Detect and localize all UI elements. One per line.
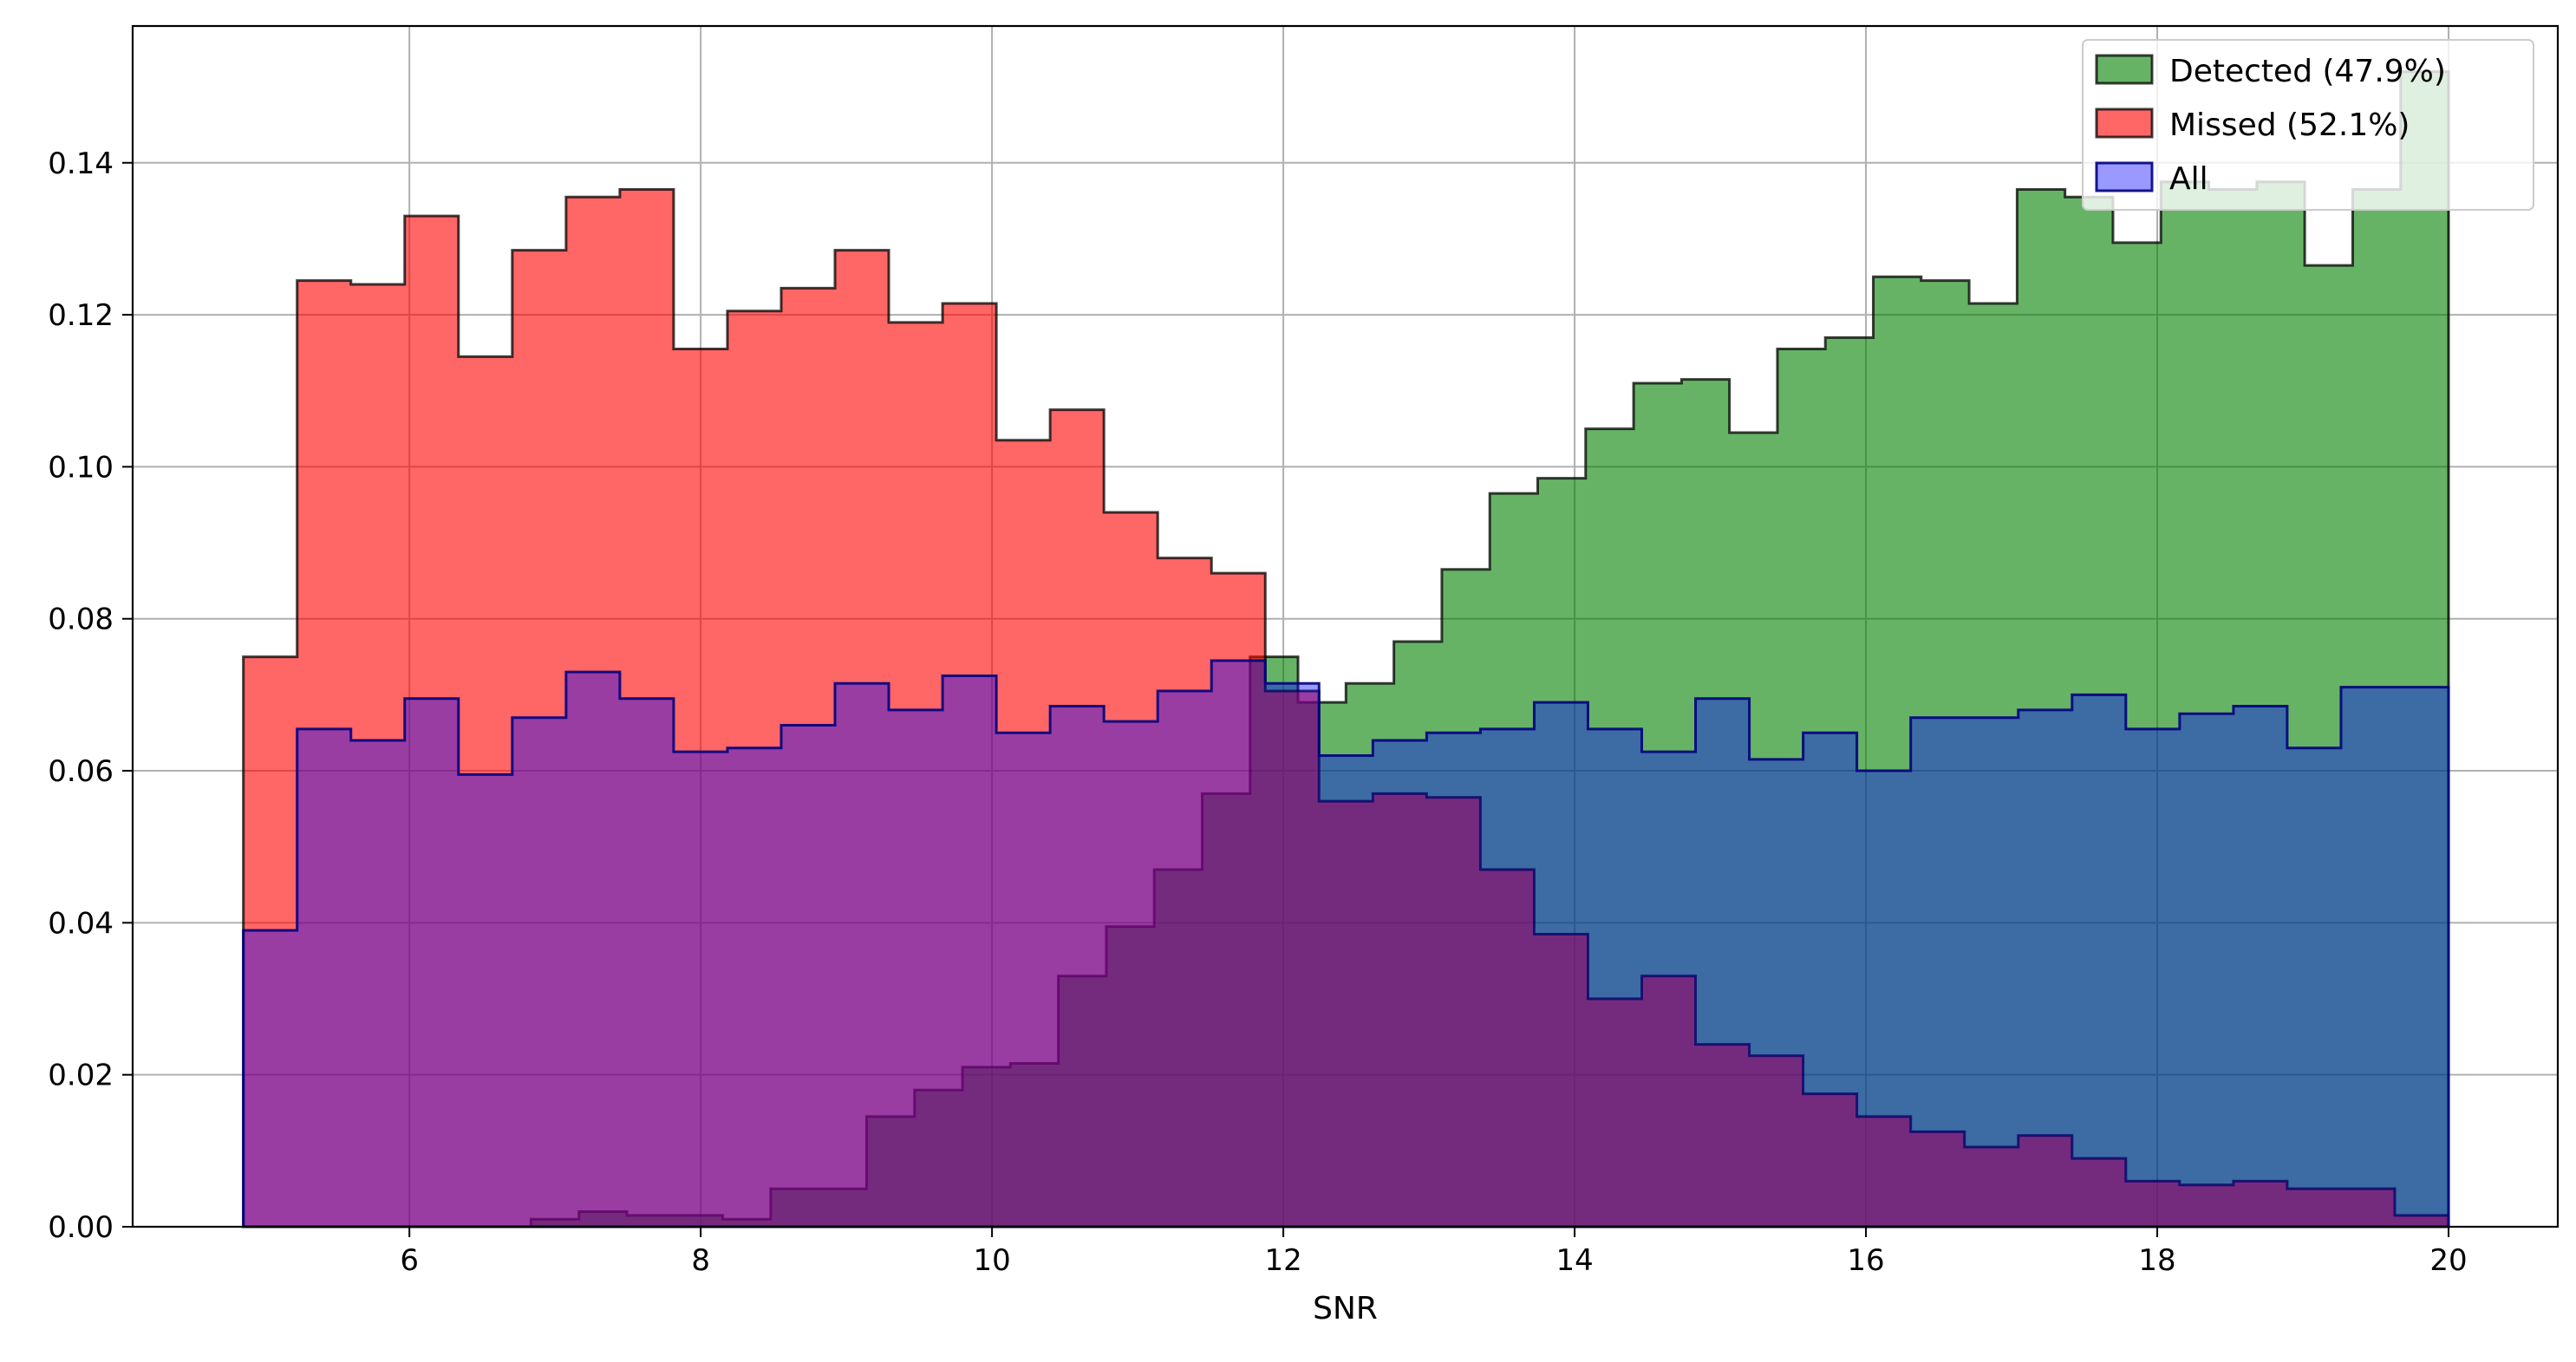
x-tick-label: 12 [1264, 1243, 1301, 1278]
y-tick-label: 0.12 [48, 298, 114, 333]
y-tick-label: 0.08 [48, 603, 114, 637]
y-tick-label: 0.06 [48, 754, 114, 789]
legend-label: Detected (47.9%) [2169, 54, 2446, 89]
y-tick-label: 0.00 [48, 1210, 114, 1245]
x-tick-label: 18 [2138, 1243, 2175, 1278]
x-tick-label: 10 [973, 1243, 1010, 1278]
x-axis-label: SNR [1313, 1291, 1378, 1326]
legend-swatch [2095, 161, 2154, 192]
x-tick-label: 20 [2429, 1243, 2467, 1278]
x-tick-label: 8 [691, 1243, 710, 1278]
x-tick-label: 16 [1847, 1243, 1884, 1278]
y-tick-label: 0.04 [48, 906, 114, 941]
legend-box [2082, 39, 2534, 211]
y-tick-label: 0.02 [48, 1059, 114, 1093]
legend-label: Missed (52.1%) [2169, 108, 2410, 143]
histogram-series [242, 70, 2450, 1228]
histogram-series-all [242, 659, 2450, 1228]
x-tick-label: 6 [400, 1243, 419, 1278]
legend-label: All [2169, 161, 2208, 197]
plot-frame [131, 24, 2560, 1228]
y-tick-label: 0.10 [48, 450, 114, 485]
axis-ticks: 6 8 10 12 14 16 18 20 0.00 0.02 0.04 0.06 0.08 0.10 0.… [48, 147, 2467, 1278]
histogram-series-missed [242, 187, 2450, 1228]
x-tick-label: 14 [1555, 1243, 1593, 1278]
legend: Detected (47.9%) Missed (52.1%) All [2082, 39, 2534, 211]
y-tick-label: 0.14 [48, 147, 114, 181]
legend-swatch [2095, 54, 2154, 85]
legend-swatch [2095, 108, 2154, 139]
